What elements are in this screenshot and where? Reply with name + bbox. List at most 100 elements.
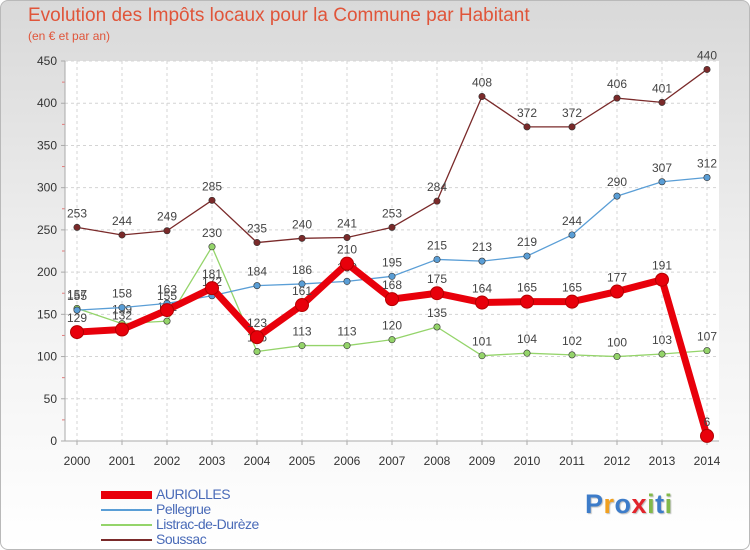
data-label-auriolles: 168 — [382, 278, 402, 292]
data-point-pellegrue — [298, 280, 306, 288]
data-label-soussac: 406 — [607, 77, 627, 91]
data-point-listrac-de-dur-ze — [298, 342, 306, 350]
data-point-listrac-de-dur-ze — [163, 317, 171, 325]
logo-letter: i — [647, 489, 656, 519]
data-point-auriolles — [700, 428, 714, 443]
x-tick-label: 2001 — [109, 454, 136, 468]
data-label-pellegrue: 155 — [67, 289, 87, 303]
x-tick-label: 2013 — [649, 454, 676, 468]
data-label-auriolles: 129 — [67, 311, 87, 325]
data-point-soussac — [208, 196, 216, 204]
data-label-soussac: 249 — [157, 210, 177, 224]
y-tick-label: 250 — [37, 223, 57, 237]
data-label-auriolles: 181 — [202, 267, 222, 281]
data-label-soussac: 372 — [562, 106, 582, 120]
data-point-listrac-de-dur-ze — [478, 352, 486, 360]
chart-subtitle: (en € et par an) — [28, 29, 111, 43]
data-point-auriolles — [385, 292, 399, 307]
data-point-pellegrue — [343, 277, 351, 285]
logo-letter: o — [614, 489, 632, 519]
y-tick-label: 50 — [44, 392, 58, 406]
data-point-pellegrue — [478, 257, 486, 265]
data-point-listrac-de-dur-ze — [703, 347, 711, 355]
data-label-listrac-de-dur-ze: 135 — [427, 306, 447, 320]
data-point-soussac — [343, 233, 351, 241]
y-tick-label: 450 — [37, 54, 57, 68]
data-point-soussac — [298, 234, 306, 242]
plot-area — [65, 61, 719, 441]
data-label-listrac-de-dur-ze: 113 — [292, 325, 311, 339]
data-label-pellegrue: 312 — [697, 157, 717, 171]
x-tick-label: 2008 — [424, 454, 451, 468]
data-point-pellegrue — [523, 252, 531, 260]
data-label-soussac: 244 — [112, 214, 132, 228]
data-label-listrac-de-dur-ze: 101 — [472, 335, 492, 349]
legend-label: Soussac — [156, 531, 207, 547]
data-point-pellegrue — [703, 174, 711, 182]
data-label-soussac: 372 — [517, 106, 537, 120]
data-point-auriolles — [205, 281, 219, 296]
data-point-pellegrue — [658, 178, 666, 186]
data-label-pellegrue: 244 — [562, 214, 582, 228]
data-label-listrac-de-dur-ze: 113 — [337, 325, 356, 339]
data-point-pellegrue — [73, 306, 81, 314]
y-tick-label: 150 — [37, 307, 57, 321]
x-tick-label: 2012 — [604, 454, 631, 468]
data-point-listrac-de-dur-ze — [343, 342, 351, 350]
data-label-listrac-de-dur-ze: 120 — [382, 319, 402, 333]
y-tick-label: 100 — [37, 350, 57, 364]
data-point-listrac-de-dur-ze — [433, 323, 441, 331]
logo-letter: P — [585, 489, 604, 519]
logo-letter: i — [664, 489, 673, 519]
data-point-soussac — [478, 92, 486, 100]
proxiti-logo: Proxiti — [585, 489, 673, 520]
legend-label: Listrac-de-Durèze — [156, 516, 259, 532]
data-label-auriolles: 164 — [472, 282, 492, 296]
data-label-listrac-de-dur-ze: 103 — [652, 333, 672, 347]
data-point-auriolles — [520, 294, 534, 309]
data-point-soussac — [703, 65, 711, 73]
data-point-pellegrue — [568, 231, 576, 239]
x-tick-label: 2005 — [289, 454, 316, 468]
data-label-soussac: 284 — [427, 180, 447, 194]
data-label-pellegrue: 215 — [427, 238, 447, 252]
legend-swatch — [101, 524, 152, 526]
data-label-auriolles: 177 — [607, 271, 627, 285]
data-point-auriolles — [610, 284, 624, 299]
data-label-soussac: 241 — [337, 216, 357, 230]
data-label-auriolles: 155 — [157, 289, 177, 303]
x-tick-label: 2010 — [514, 454, 541, 468]
data-point-soussac — [388, 223, 396, 231]
data-point-auriolles — [340, 256, 354, 271]
x-tick-label: 2000 — [64, 454, 91, 468]
data-label-listrac-de-dur-ze: 230 — [202, 226, 222, 240]
data-point-soussac — [568, 123, 576, 131]
data-point-auriolles — [115, 322, 129, 337]
data-point-listrac-de-dur-ze — [658, 350, 666, 358]
data-label-pellegrue: 213 — [472, 240, 492, 254]
legend-swatch — [101, 509, 152, 511]
y-tick-label: 350 — [37, 138, 57, 152]
data-label-soussac: 401 — [652, 81, 672, 95]
data-point-listrac-de-dur-ze — [523, 349, 531, 357]
data-label-auriolles: 175 — [427, 272, 447, 286]
x-tick-label: 2006 — [334, 454, 361, 468]
data-label-auriolles: 6 — [704, 415, 711, 429]
data-label-listrac-de-dur-ze: 107 — [697, 330, 717, 344]
data-label-auriolles: 210 — [337, 243, 357, 257]
data-point-soussac — [163, 227, 171, 235]
data-label-auriolles: 132 — [112, 309, 132, 323]
data-point-auriolles — [70, 325, 84, 340]
data-point-auriolles — [295, 298, 309, 313]
data-point-soussac — [73, 223, 81, 231]
legend-label: Pellegrue — [156, 501, 211, 517]
data-point-soussac — [118, 231, 126, 239]
data-point-auriolles — [565, 294, 579, 309]
data-point-pellegrue — [118, 304, 126, 312]
data-point-listrac-de-dur-ze — [568, 351, 576, 359]
data-point-auriolles — [160, 303, 174, 318]
chart-title: Evolution des Impôts locaux pour la Comm… — [28, 5, 530, 26]
data-label-soussac: 285 — [202, 179, 222, 193]
data-point-soussac — [658, 98, 666, 106]
data-point-soussac — [613, 94, 621, 102]
